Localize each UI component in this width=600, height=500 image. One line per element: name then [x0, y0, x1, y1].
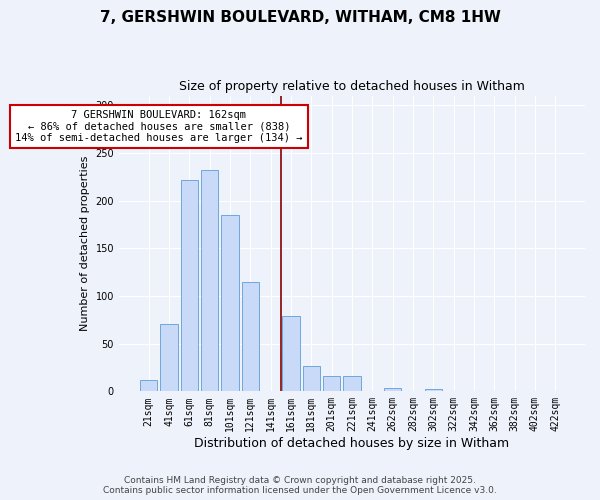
- Title: Size of property relative to detached houses in Witham: Size of property relative to detached ho…: [179, 80, 525, 93]
- Bar: [323, 376, 340, 392]
- Y-axis label: Number of detached properties: Number of detached properties: [80, 156, 90, 331]
- Bar: [140, 380, 157, 392]
- Bar: [221, 215, 239, 392]
- Text: Contains HM Land Registry data © Crown copyright and database right 2025.
Contai: Contains HM Land Registry data © Crown c…: [103, 476, 497, 495]
- Bar: [242, 282, 259, 392]
- Bar: [425, 390, 442, 392]
- Bar: [160, 324, 178, 392]
- Text: 7, GERSHWIN BOULEVARD, WITHAM, CM8 1HW: 7, GERSHWIN BOULEVARD, WITHAM, CM8 1HW: [100, 10, 500, 25]
- Bar: [201, 170, 218, 392]
- Bar: [384, 388, 401, 392]
- Bar: [302, 366, 320, 392]
- Text: 7 GERSHWIN BOULEVARD: 162sqm
← 86% of detached houses are smaller (838)
14% of s: 7 GERSHWIN BOULEVARD: 162sqm ← 86% of de…: [15, 110, 302, 143]
- Bar: [283, 316, 299, 392]
- Bar: [181, 180, 198, 392]
- Bar: [343, 376, 361, 392]
- X-axis label: Distribution of detached houses by size in Witham: Distribution of detached houses by size …: [194, 437, 509, 450]
